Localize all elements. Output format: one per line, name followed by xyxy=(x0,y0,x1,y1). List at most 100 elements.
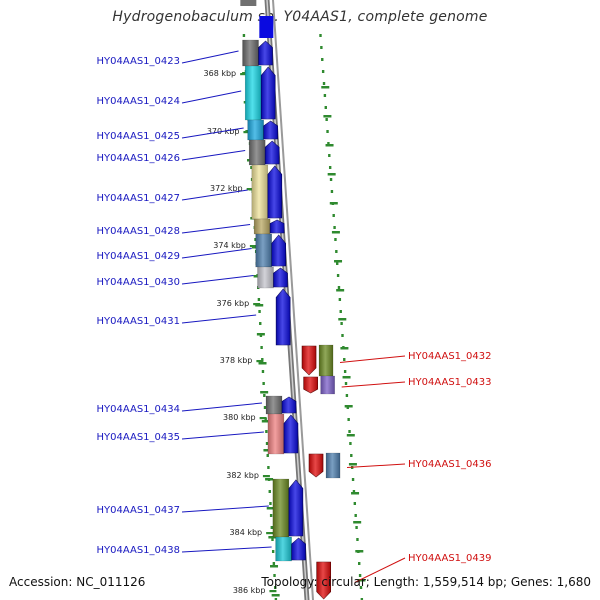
gene-hy04aas1-0438-leader xyxy=(181,546,272,553)
tick-mark xyxy=(353,521,362,524)
tick-rail-dot xyxy=(269,502,272,505)
gene-hy04aas1-0424-leader xyxy=(181,90,242,104)
gene-hy04aas1-0432-label[interactable]: HY04AAS1_0432 xyxy=(408,351,491,362)
tick-mark xyxy=(344,405,353,408)
tick-rail-dot xyxy=(328,154,331,157)
tick-rail-dot xyxy=(343,358,346,361)
position-tick xyxy=(240,73,248,76)
accession-text: Accession: NC_011126 xyxy=(9,575,146,589)
gene-hy04aas1-0432-leader xyxy=(339,355,406,363)
position-tick xyxy=(246,188,254,191)
tick-rail-dot xyxy=(260,346,263,349)
gene-hy04aas1-0431-label[interactable]: HY04AAS1_0431 xyxy=(97,316,180,327)
tick-mark xyxy=(268,536,277,539)
gene-hy04aas1-0427-cog-box-shade xyxy=(251,165,268,219)
gene-hy04aas1-0423-cog-box-shade xyxy=(242,40,259,66)
tick-rail-dot xyxy=(354,514,357,517)
tick-rail-dot xyxy=(330,190,334,193)
tick-mark xyxy=(263,449,272,452)
gene-hy04aas1-0439-label[interactable]: HY04AAS1_0439 xyxy=(408,553,491,564)
tick-mark xyxy=(331,231,340,234)
position-tick xyxy=(256,360,264,363)
tick-rail-dot xyxy=(336,274,340,277)
gene-hy04aas1-0437-label[interactable]: HY04AAS1_0437 xyxy=(97,505,180,516)
tick-mark xyxy=(255,304,264,307)
gene-hy04aas1-0436-leader xyxy=(347,463,406,468)
tick-rail-dot xyxy=(352,490,356,493)
gene-hy04aas1-0426-label[interactable]: HY04AAS1_0426 xyxy=(97,153,180,164)
tick-rail-dot xyxy=(271,550,275,553)
gene-hy04aas1-0433-leader xyxy=(341,381,406,388)
gene-partial-top-arrow[interactable] xyxy=(259,16,274,38)
tick-mark xyxy=(340,347,349,350)
gene-hy04aas1-0426-leader xyxy=(181,150,246,161)
position-tick-label: 386 kbp xyxy=(233,586,266,595)
tick-rail-dot xyxy=(319,34,322,37)
genome-summary-text: Topology: circular; Length: 1,559,514 bp… xyxy=(261,575,591,589)
tick-mark xyxy=(351,492,360,495)
gene-hy04aas1-0423-label[interactable]: HY04AAS1_0423 xyxy=(97,56,180,67)
tick-rail-dot xyxy=(250,166,253,169)
tick-rail-dot xyxy=(332,214,335,217)
tick-rail-dot xyxy=(359,586,363,589)
tick-mark xyxy=(357,579,366,582)
gene-hy04aas1-0434-label[interactable]: HY04AAS1_0434 xyxy=(97,404,180,415)
position-tick-label: 382 kbp xyxy=(226,471,259,480)
gene-hy04aas1-0430-label[interactable]: HY04AAS1_0430 xyxy=(97,277,180,288)
gene-hy04aas1-0438-label[interactable]: HY04AAS1_0438 xyxy=(97,545,180,556)
genome-backbone-inner xyxy=(271,0,315,600)
gene-hy04aas1-0426-arrow-shade xyxy=(265,141,280,164)
gene-hy04aas1-0437-leader xyxy=(181,505,269,513)
tick-rail-dot xyxy=(264,418,267,421)
gene-hy04aas1-0431-leader xyxy=(181,314,257,324)
gene-hy04aas1-0435-label[interactable]: HY04AAS1_0435 xyxy=(97,432,180,443)
gene-hy04aas1-0425-label[interactable]: HY04AAS1_0425 xyxy=(97,131,180,142)
gene-hy04aas1-0434-arrow-shade xyxy=(282,397,296,413)
tick-rail-dot xyxy=(263,394,266,397)
gene-hy04aas1-0427-label[interactable]: HY04AAS1_0427 xyxy=(97,193,180,204)
gene-hy04aas1-0438-cog-box-shade xyxy=(275,537,292,561)
gene-partial-top-box[interactable] xyxy=(240,0,257,6)
tick-mark xyxy=(323,115,332,118)
tick-mark xyxy=(355,550,364,553)
tick-mark xyxy=(338,318,347,321)
gene-hy04aas1-0435-cog-box-shade xyxy=(267,414,284,454)
tick-rail-dot xyxy=(270,526,274,529)
position-tick xyxy=(262,475,270,478)
tick-rail-dot xyxy=(349,442,352,445)
tick-rail-dot xyxy=(360,598,364,600)
gene-hy04aas1-0433-cog-box-shade xyxy=(320,376,335,394)
gene-hy04aas1-0424-label[interactable]: HY04AAS1_0424 xyxy=(97,96,180,107)
gene-hy04aas1-0428-arrow-shade xyxy=(270,220,285,233)
tick-mark xyxy=(266,507,275,510)
gene-hy04aas1-0437-arrow-shade xyxy=(288,480,303,536)
gene-hy04aas1-0427-leader xyxy=(181,189,248,201)
gene-hy04aas1-0432-cog-box-shade xyxy=(319,345,334,376)
gene-hy04aas1-0438-arrow-shade xyxy=(291,538,306,560)
tick-rail-dot xyxy=(334,238,337,241)
tick-mark xyxy=(327,173,336,176)
tick-rail-dot xyxy=(328,166,332,169)
tick-rail-dot xyxy=(350,454,353,457)
tick-rail-dot xyxy=(337,286,341,289)
gene-hy04aas1-0436-arrow-shade xyxy=(309,454,324,477)
tick-rail-dot xyxy=(261,370,265,373)
gene-hy04aas1-0428-cog-box-shade xyxy=(254,219,271,234)
gene-hy04aas1-0433-arrow-shade xyxy=(303,377,318,393)
tick-rail-dot xyxy=(268,490,271,493)
gene-hy04aas1-0436-label[interactable]: HY04AAS1_0436 xyxy=(408,459,491,470)
gene-hy04aas1-0433-label[interactable]: HY04AAS1_0433 xyxy=(408,377,491,388)
gene-hy04aas1-0436-cog-box-shade xyxy=(326,453,341,478)
position-tick-label: 376 kbp xyxy=(217,299,250,308)
tick-rail-dot xyxy=(262,382,265,385)
tick-mark xyxy=(342,376,351,379)
tick-rail-dot xyxy=(355,526,358,529)
gene-hy04aas1-0429-label[interactable]: HY04AAS1_0429 xyxy=(97,251,180,262)
gene-hy04aas1-0423-arrow-shade xyxy=(258,41,273,65)
tick-rail-dot xyxy=(345,394,349,397)
gene-hy04aas1-0439-leader xyxy=(354,557,406,583)
tick-rail-dot xyxy=(323,94,327,97)
tick-mark xyxy=(348,463,357,466)
gene-hy04aas1-0428-label[interactable]: HY04AAS1_0428 xyxy=(97,226,180,237)
